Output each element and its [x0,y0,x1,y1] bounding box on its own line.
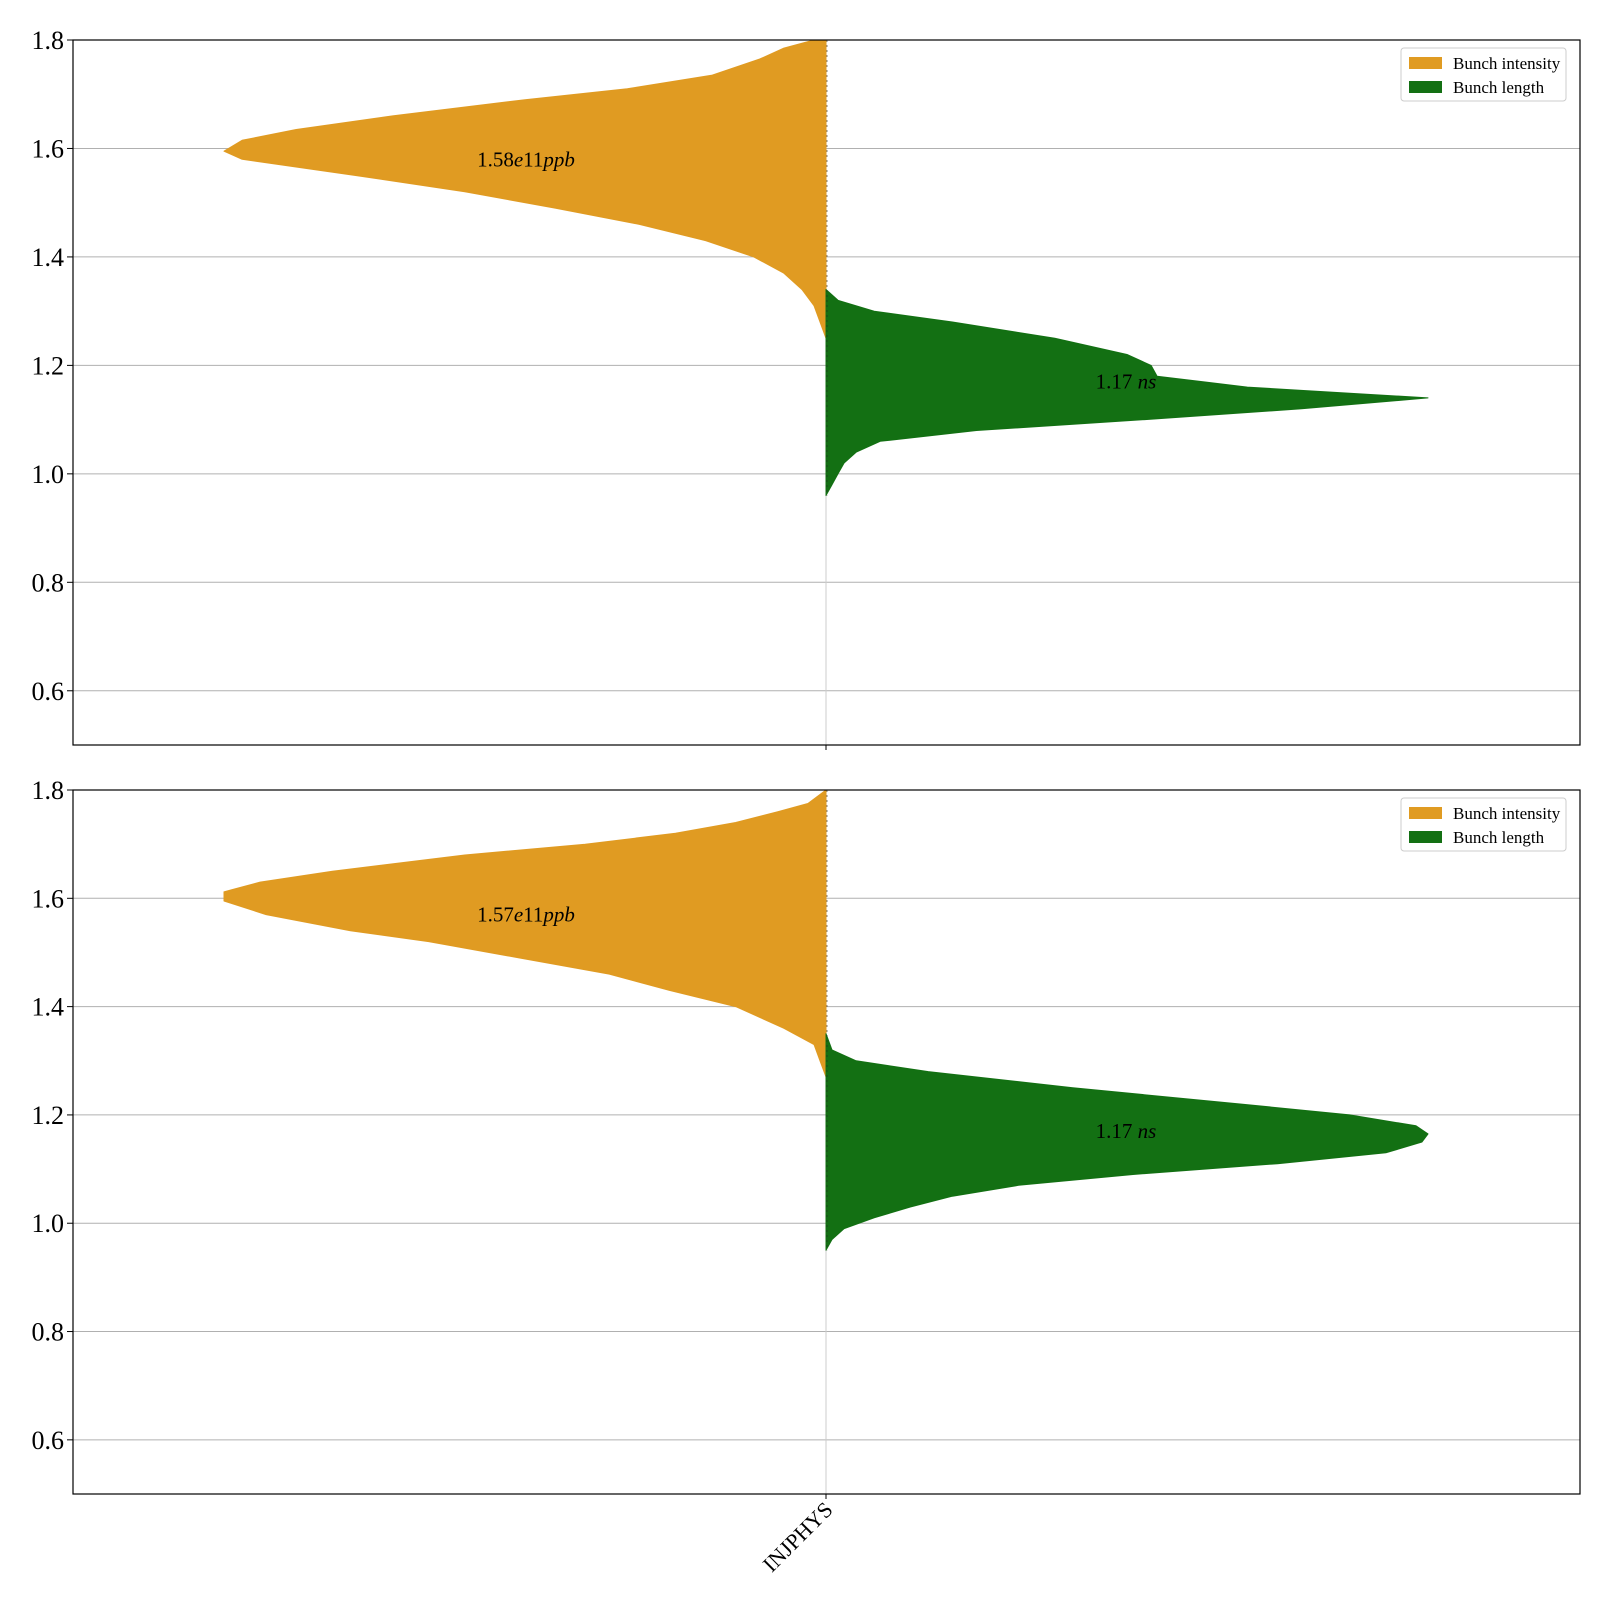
legend-label-bunch-length: Bunch length [1453,828,1545,847]
x-category-label: INJPHYS [758,1497,838,1577]
legend-swatch-bunch-length [1409,831,1442,843]
y-tick-label: 1.8 [32,776,65,805]
y-tick-label: 1.6 [32,884,65,913]
legend-swatch-bunch-intensity [1409,807,1442,819]
y-tick-label: 1.0 [32,460,65,489]
legend-label-bunch-length: Bunch length [1453,78,1545,97]
legend-swatch-bunch-intensity [1409,57,1442,69]
annotation-bunch-length: 1.17 ns [1096,370,1157,394]
y-tick-label: 0.8 [32,1318,65,1347]
violin-bunch-length [825,1033,1429,1251]
top-violin-panel: 0.6 0.8 1.0 1.2 1.4 1.6 1.8 1.58e11ppb 1.17 ns Bu… [32,26,1581,750]
violin-bunch-intensity [223,40,827,339]
y-tick-label: 1.0 [32,1209,65,1238]
legend: Bunch intensity Bunch length [1400,47,1567,102]
y-tick-label: 0.6 [32,677,65,706]
y-tick-label: 1.2 [32,351,65,380]
legend-swatch-bunch-length [1409,81,1442,93]
legend-box [1400,797,1567,852]
y-tick-label: 1.2 [32,1101,65,1130]
y-tick-label: 1.6 [32,134,65,163]
y-tick-label: 1.4 [32,993,65,1022]
violin-bunch-intensity [223,790,827,1078]
y-tick-label: 1.4 [32,243,65,272]
annotation-bunch-intensity: 1.58e11ppb [477,147,575,171]
y-tick-label: 1.8 [32,26,65,55]
y-tick-label: 0.8 [32,568,65,597]
legend-label-bunch-intensity: Bunch intensity [1453,804,1561,823]
bottom-violin-panel: 0.6 0.8 1.0 1.2 1.4 1.6 1.8 1.57e11ppb 1.17 ns IN… [32,776,1581,1577]
violin-bunch-length [825,289,1429,496]
legend-box [1400,47,1567,102]
legend: Bunch intensity Bunch length [1400,797,1567,852]
y-tick-label: 0.6 [32,1426,65,1455]
annotation-bunch-intensity: 1.57e11ppb [477,903,575,927]
legend-label-bunch-intensity: Bunch intensity [1453,54,1561,73]
annotation-bunch-length: 1.17 ns [1096,1119,1157,1143]
